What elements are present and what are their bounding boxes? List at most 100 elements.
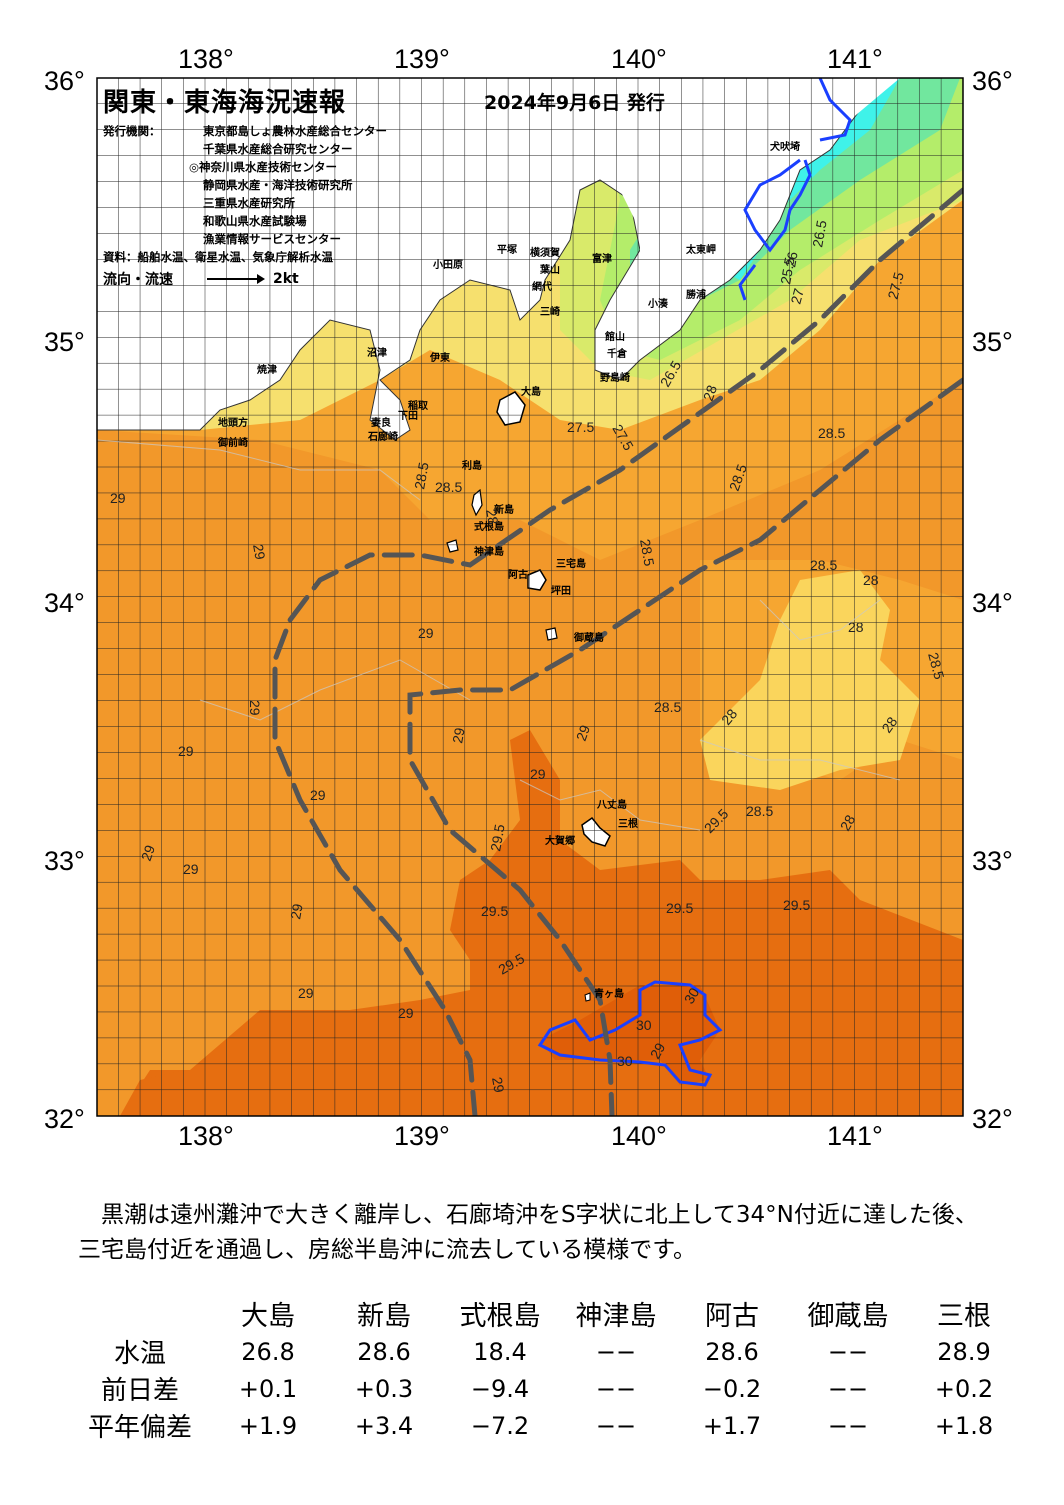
table-cell: +3.4 <box>354 1411 414 1440</box>
issuer-org: 和歌山県水産試験場 <box>203 214 307 228</box>
table-cell: −− <box>595 1337 637 1366</box>
isotherm-value-label: 29 <box>647 1040 669 1062</box>
issuer-org: 漁業情報サービスセンター <box>203 232 341 246</box>
column-header: 新島 <box>357 1300 411 1332</box>
table-row: 平年偏差 +1.9 +3.4 −7.2 −− +1.7 −− +1.8 <box>70 1407 1022 1444</box>
table-cell: +1.7 <box>702 1411 762 1440</box>
place-label: 大賀郷 <box>545 834 575 847</box>
isotherm-value-label: 28.5 <box>637 538 658 568</box>
place-label: 青ヶ島 <box>594 987 624 1000</box>
isotherm-value-label: 28 <box>837 812 859 834</box>
table-row: 水温 26.8 28.6 18.4 −− 28.6 −− 28.9 <box>70 1333 1022 1370</box>
lat-lon-grid <box>97 78 963 1116</box>
isotherm-value-label: 29 <box>250 543 268 561</box>
isotherm-value-label: 29 <box>310 787 326 803</box>
table-cell: −− <box>595 1411 637 1440</box>
row-label: 平年偏差 <box>87 1413 192 1443</box>
table-cell: −− <box>827 1374 869 1403</box>
isotherm-value-label: 28.5 <box>810 557 837 573</box>
lon-tick-139-top: 139° <box>394 44 450 74</box>
column-header: 三根 <box>937 1300 991 1332</box>
table-cell: −9.4 <box>470 1374 530 1403</box>
page-title: 関東・東海海況速報 <box>103 88 347 118</box>
place-label: 三宅島 <box>556 557 586 570</box>
table-row: 前日差 +0.1 +0.3 −9.4 −− −0.2 −− +0.2 <box>70 1370 1022 1407</box>
lat-tick-36-left: 36° <box>44 66 85 96</box>
lon-tick-141-top: 141° <box>827 44 883 74</box>
place-label: 阿古 <box>508 568 528 581</box>
table-cell: −0.2 <box>702 1374 762 1403</box>
map-frame <box>96 77 964 1117</box>
place-label: 妻良 <box>371 416 391 429</box>
island-sst-table: 大島 新島 式根島 神津島 阿古 御蔵島 三根 水温 26.8 28.6 18.… <box>70 1293 1022 1444</box>
table-cell: +0.1 <box>238 1374 298 1403</box>
lon-tick-141-bottom: 141° <box>827 1121 883 1151</box>
place-label: 犬吠埼 <box>770 140 800 153</box>
isotherm-value-label: 30 <box>636 1017 652 1033</box>
table-cell: +1.8 <box>934 1411 994 1440</box>
lat-tick-32-left: 32° <box>44 1104 85 1134</box>
issuer-org: ◎神奈川県水産技術センター <box>189 160 338 174</box>
row-label: 水温 <box>113 1339 166 1369</box>
isotherm-value-label: 29 <box>110 490 126 506</box>
table-cell: −7.2 <box>470 1411 530 1440</box>
isotherm-value-label: 29 <box>418 625 434 641</box>
table-header-row: 大島 新島 式根島 神津島 阿古 御蔵島 三根 <box>70 1293 1022 1333</box>
lon-tick-140-bottom: 140° <box>611 1121 667 1151</box>
flow-speed-label: 2kt <box>273 271 299 287</box>
place-label: 富津 <box>592 252 612 265</box>
place-label: 新島 <box>494 503 514 516</box>
isotherm-value-label: 28 <box>483 508 501 526</box>
data-sources: 資料：船舶水温、衛星水温、気象庁解析水温 <box>103 250 333 264</box>
isotherm-value-label: 29 <box>530 766 546 782</box>
isotherm-value-label: 26.5 <box>809 219 830 249</box>
lon-tick-139-bottom: 139° <box>394 1121 450 1151</box>
isotherm-value-label: 29 <box>489 1076 507 1094</box>
isotherm-value-label: 29.5 <box>481 903 508 919</box>
lat-tick-35-left: 35° <box>44 327 85 357</box>
isotherm-value-label: 28.5 <box>411 461 432 491</box>
table-cell: +0.3 <box>354 1374 414 1403</box>
place-label: 神津島 <box>474 545 504 558</box>
sea-temperature-map: 138° 139° 140° 141° 138° 139° 140° 141° … <box>44 44 1013 1151</box>
isotherm-value-label: 25.5 <box>777 256 798 286</box>
place-label: 利島 <box>462 459 482 472</box>
isotherm-value-label: 28 <box>848 619 864 635</box>
place-labels: 犬吠埼 太東岬 勝浦 小湊 富津 横須賀 葉山 平塚 小田原 三崎 館山 千倉 … <box>217 140 800 1000</box>
lat-tick-34-right: 34° <box>972 588 1013 618</box>
isotherm-value-label: 29 <box>247 700 263 716</box>
table-cell: 28.9 <box>937 1337 991 1366</box>
axis-labels: 138° 139° 140° 141° 138° 139° 140° 141° … <box>44 44 1013 1151</box>
place-label: 網代 <box>532 280 552 293</box>
issue-date: 2024年9月6日 発行 <box>484 92 665 114</box>
place-label: 太東岬 <box>685 243 716 256</box>
place-label: 三根 <box>618 817 638 830</box>
isotherm-value-label: 29.5 <box>666 900 693 916</box>
isotherm-value-label: 28.5 <box>925 651 948 682</box>
table-cell: +0.2 <box>934 1374 994 1403</box>
place-label: 勝浦 <box>686 288 706 301</box>
place-label: 坪田 <box>551 584 571 597</box>
table-cell: 18.4 <box>473 1337 527 1366</box>
lat-tick-33-right: 33° <box>972 846 1013 876</box>
isotherm-value-label: 29 <box>287 902 305 920</box>
place-label: 八丈島 <box>596 798 627 811</box>
table-cell: −− <box>827 1411 869 1440</box>
column-header: 神津島 <box>575 1300 657 1332</box>
isotherm-value-label: 28.5 <box>818 425 845 441</box>
issuer-list: 発行機関： 東京都島しょ農林水産総合センター 千葉県水産総合研究センター ◎神奈川… <box>103 122 387 266</box>
place-label: 平塚 <box>497 243 517 256</box>
place-label: 三崎 <box>540 305 560 318</box>
issuer-org: 静岡県水産・海洋技術研究所 <box>203 178 353 192</box>
table-cell: 28.6 <box>705 1337 759 1366</box>
place-label: 稲取 <box>408 399 429 412</box>
place-label: 野島崎 <box>600 371 630 384</box>
place-label: 下田 <box>398 410 418 422</box>
issuer-org: 東京都島しょ農林水産総合センター <box>203 124 387 138</box>
isotherm-value-label: 29.5 <box>783 897 810 913</box>
isotherm-value-label: 28.5 <box>746 803 773 819</box>
place-label: 沼津 <box>367 346 387 359</box>
flow-arrow-icon <box>207 274 265 284</box>
place-label: 御蔵島 <box>573 631 604 644</box>
isotherm-value-label: 26 <box>782 250 800 268</box>
